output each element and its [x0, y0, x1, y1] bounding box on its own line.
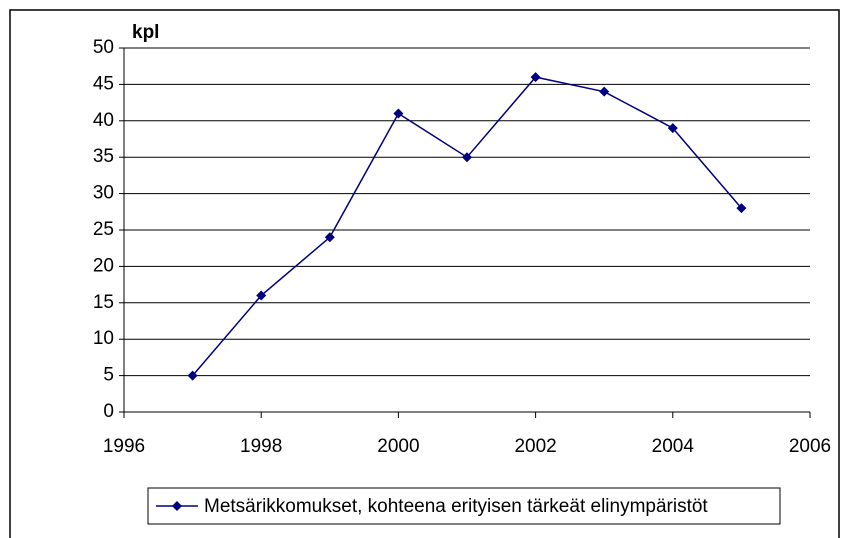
y-tick-label: 0 [103, 401, 114, 422]
data-point [462, 152, 472, 163]
y-tick-label: 30 [93, 183, 114, 204]
x-tick-label: 2006 [789, 436, 831, 457]
y-tick-label: 25 [93, 219, 114, 240]
y-tick-label: 5 [103, 365, 114, 386]
data-point [187, 370, 198, 381]
data-point [667, 123, 678, 134]
data-point [599, 86, 610, 97]
legend-label: Metsärikkomukset, kohteena erityisen tär… [204, 496, 708, 517]
x-tick-label: 1998 [240, 436, 282, 457]
x-tick-label: 1996 [103, 436, 145, 457]
y-axis-label: kpl [132, 22, 159, 43]
x-tick-label: 2002 [514, 436, 556, 457]
data-point [530, 72, 541, 83]
y-tick-label: 35 [93, 146, 114, 167]
x-tick-label: 2004 [652, 436, 695, 457]
data-point [736, 203, 747, 214]
y-tick-label: 10 [93, 328, 114, 349]
y-tick-label: 40 [93, 110, 114, 131]
y-tick-label: 45 [93, 73, 114, 94]
chart-border [9, 9, 840, 538]
x-tick-label: 2000 [377, 436, 419, 457]
data-point [393, 108, 404, 119]
data-point [324, 232, 335, 243]
y-tick-label: 15 [93, 292, 114, 313]
data-point [256, 290, 267, 301]
y-tick-label: 50 [93, 37, 114, 58]
y-tick-label: 20 [93, 255, 114, 276]
legend-box [147, 487, 781, 525]
legend-marker [172, 501, 182, 511]
